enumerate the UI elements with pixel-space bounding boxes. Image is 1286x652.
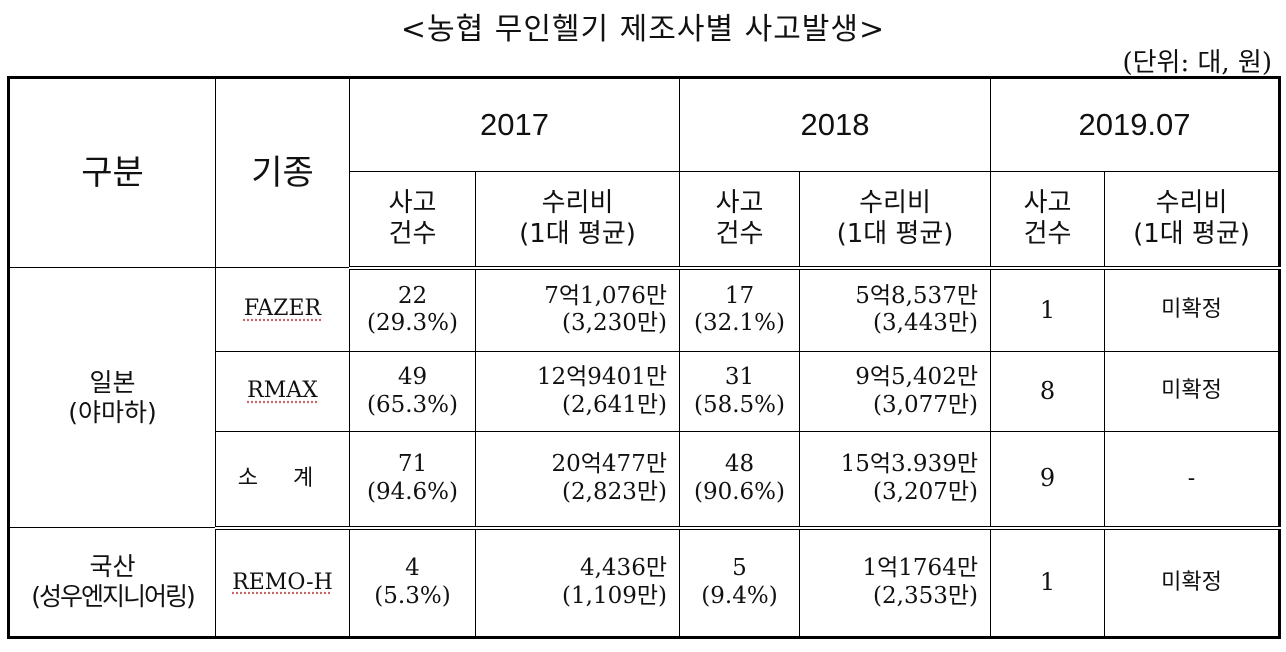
table-row: 일본 (야마하) FAZER 22 (29.3%) 7억1,076만 (3,230만)… (8, 267, 1280, 528)
model-cell: REMO-H (215, 527, 350, 638)
header-accidents-2017: 사고 건수 (349, 171, 476, 270)
header-repair-2018: 수리비 (1대 평균) (799, 171, 991, 270)
group-domestic: 국산 (성우엔지니어링) (8, 527, 216, 638)
header-accidents-2018: 사고 건수 (679, 171, 800, 270)
header-row-sub: 사고 건수 수리비 (1대 평균) 사고 건수 수리비 (1대 평균) 사고 건수 수리비… (9, 171, 1280, 270)
count-2017: 49 (65.3%) (349, 351, 476, 432)
table-row: RMAX 49 (65.3%) 12억9401만 (2,641만) 31 (58.5%… (9, 351, 1280, 432)
cost-2018: 1억1764만 (2,353만) (799, 527, 991, 638)
group-japan: 일본 (야마하) (8, 267, 216, 528)
count-2017: 4 (5.3%) (349, 527, 476, 638)
count-2017: 71 (94.6%) (349, 431, 476, 530)
header-accidents-2019: 사고 건수 (990, 171, 1105, 270)
count-2017: 22 (29.3%) (349, 267, 476, 352)
unit-note: (단위: 대, 원) (1122, 48, 1272, 78)
header-year-2018: 2018 (679, 77, 991, 172)
count-2019: 9 (990, 431, 1105, 530)
cost-2019: 미확정 (1104, 527, 1280, 638)
subtotal-label: 소 계 (215, 431, 350, 530)
header-year-2019: 2019.07 (990, 77, 1280, 172)
header-row-years: 구분 기종 2017 2018 2019.07 (8, 77, 1280, 268)
count-2019: 8 (990, 351, 1105, 432)
accident-table: 구분 기종 2017 2018 2019.07 사고 건수 수리비 (1대 평균) … (7, 76, 1281, 639)
count-2018: 17 (32.1%) (679, 267, 800, 352)
header-category: 구분 (8, 77, 216, 268)
count-2019: 1 (990, 527, 1105, 638)
cost-2017: 7억1,076만 (3,230만) (475, 267, 680, 352)
table-row: 국산 (성우엔지니어링) REMO-H 4 (5.3%) 4,436만 (1,109만… (8, 527, 1280, 638)
header-model: 기종 (215, 77, 350, 268)
cost-2018: 5억8,537만 (3,443만) (799, 267, 991, 352)
cost-2017: 4,436만 (1,109만) (475, 527, 680, 638)
count-2019: 1 (990, 267, 1105, 352)
count-2018: 48 (90.6%) (679, 431, 800, 530)
model-cell: RMAX (215, 351, 350, 432)
cost-2017: 20억477만 (2,823만) (475, 431, 680, 530)
cost-2019: 미확정 (1104, 351, 1280, 432)
cost-2019: - (1104, 431, 1280, 530)
cost-2019: 미확정 (1104, 267, 1280, 352)
model-cell: FAZER (215, 267, 350, 352)
header-repair-2019: 수리비 (1대 평균) (1104, 171, 1280, 270)
count-2018: 5 (9.4%) (679, 527, 800, 638)
cost-2017: 12억9401만 (2,641만) (475, 351, 680, 432)
table-row-subtotal: 소 계 71 (94.6%) 20억477만 (2,823만) 48 (90.6%) … (9, 431, 1280, 530)
count-2018: 31 (58.5%) (679, 351, 800, 432)
header-year-2017: 2017 (349, 77, 680, 172)
header-repair-2017: 수리비 (1대 평균) (475, 171, 680, 270)
cost-2018: 15억3.939만 (3,207만) (799, 431, 991, 530)
table-title: <농협 무인헬기 제조사별 사고발생> (400, 12, 886, 47)
cost-2018: 9억5,402만 (3,077만) (799, 351, 991, 432)
